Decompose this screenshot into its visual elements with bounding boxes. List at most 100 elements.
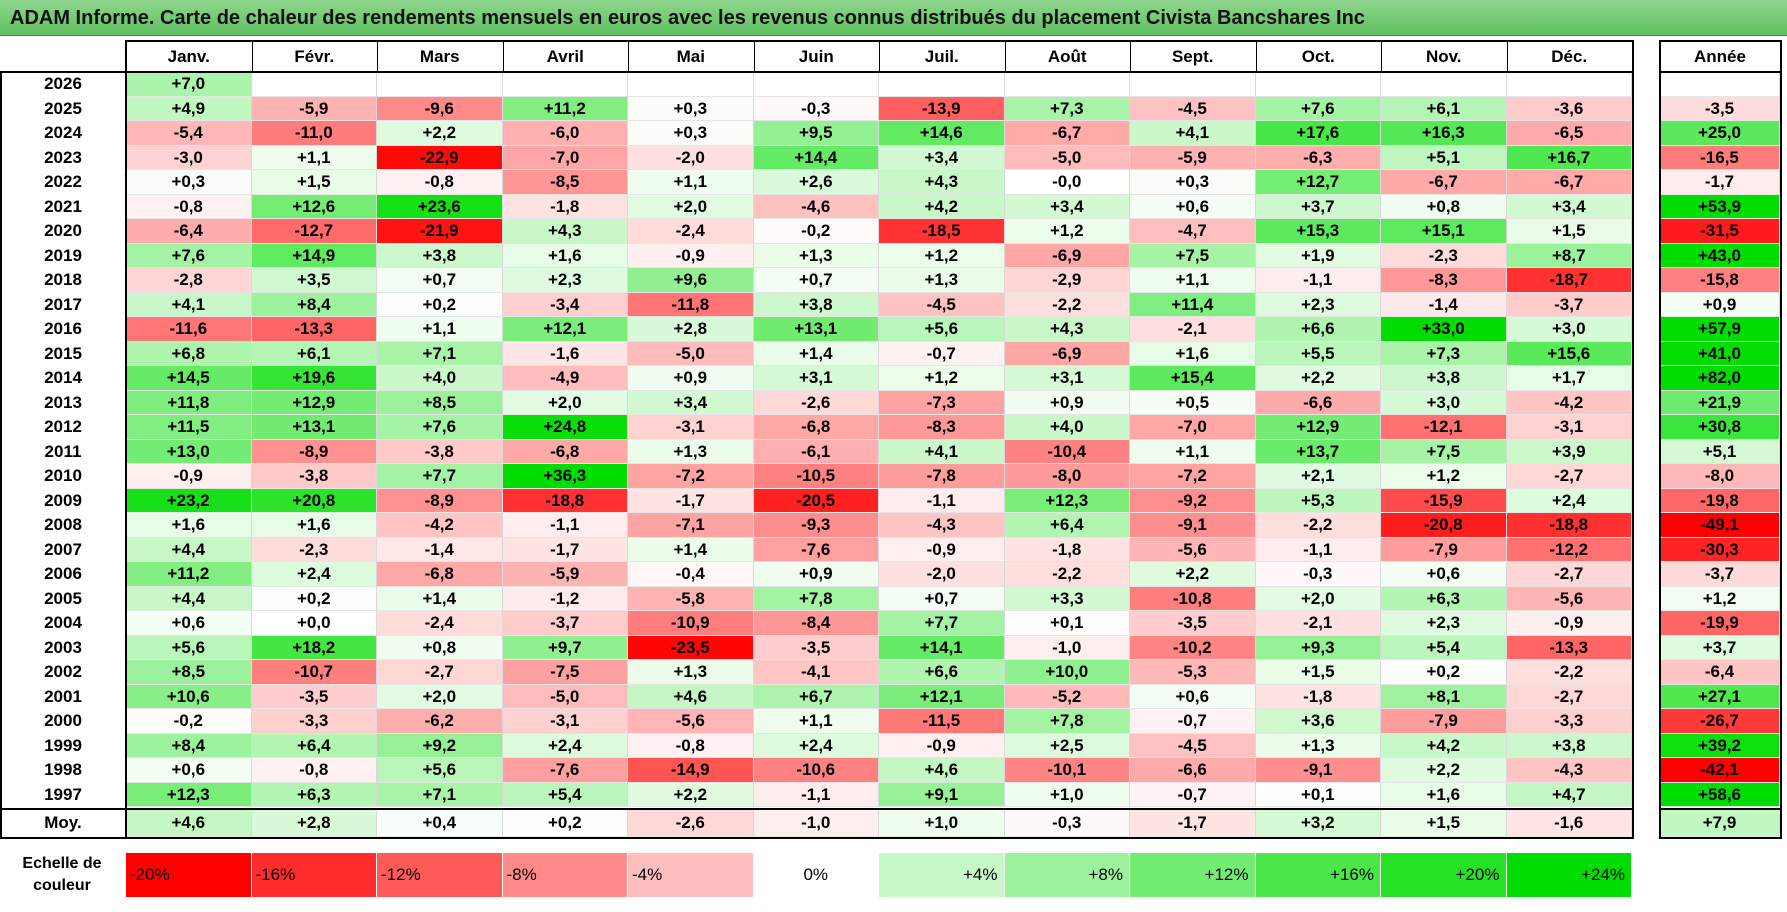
heatmap-cell: -3,4 — [502, 292, 628, 317]
heatmap-cell: +1,5 — [251, 170, 377, 195]
heatmap-cell: +4,2 — [879, 194, 1005, 219]
heatmap-cell: -18,8 — [1506, 513, 1632, 538]
annual-cell: -15,8 — [1660, 268, 1780, 293]
heatmap-cell: -7,8 — [879, 464, 1005, 489]
avg-cell: +1,5 — [1381, 809, 1507, 837]
heatmap-cell: +3,1 — [753, 366, 879, 391]
month-grid-frame — [125, 40, 1634, 839]
heatmap-cell: +6,3 — [251, 782, 377, 807]
heatmap-cell: -10,8 — [1130, 586, 1256, 611]
heatmap-cell: -8,5 — [502, 170, 628, 195]
heatmap-cell: +2,4 — [251, 562, 377, 587]
heatmap-cell: -2,9 — [1004, 268, 1130, 293]
heatmap-cell: +23,6 — [377, 194, 503, 219]
heatmap-cell: +5,6 — [126, 635, 252, 660]
annual-cell: -6,4 — [1660, 660, 1780, 685]
year-label: 2021 — [44, 196, 82, 216]
heatmap-cell: -6,6 — [1255, 390, 1381, 415]
heatmap-cell: -5,0 — [628, 341, 754, 366]
heatmap-cell: +3,8 — [377, 243, 503, 268]
heatmap-cell: +3,8 — [1506, 733, 1632, 758]
annual-cell: +0,9 — [1660, 292, 1780, 317]
heatmap-cell: -2,7 — [1506, 684, 1632, 709]
month-header: Avril — [546, 47, 584, 66]
heatmap-cell: +2,0 — [502, 390, 628, 415]
year-label: 2012 — [44, 417, 82, 436]
heatmap-cell: +11,8 — [126, 390, 252, 415]
heatmap-cell: -9,6 — [377, 96, 503, 121]
heatmap-cell: -0,9 — [628, 243, 754, 268]
header-divider — [1381, 41, 1382, 72]
color-scale-title-line1: Echelle de — [22, 855, 102, 872]
header-divider — [251, 41, 253, 72]
heatmap-cell: -5,6 — [628, 709, 754, 734]
heatmap-cell: -9,3 — [753, 513, 879, 538]
heatmap-cell — [879, 72, 1005, 97]
heatmap-cell: -3,5 — [251, 684, 377, 709]
heatmap-cell: +0,9 — [753, 562, 879, 587]
annual-cell: -8,0 — [1660, 464, 1780, 489]
heatmap-cell: +5,1 — [1381, 145, 1507, 170]
annual-cell: -19,9 — [1660, 611, 1780, 636]
heatmap-cell: -2,2 — [1004, 292, 1130, 317]
heatmap-cell: +1,4 — [377, 586, 503, 611]
heatmap-cell: -5,9 — [251, 96, 377, 121]
heatmap-cell: -10,1 — [1004, 758, 1130, 783]
year-label: 2002 — [44, 662, 82, 681]
heatmap-cell: -2,0 — [628, 145, 754, 170]
heatmap-cell: +13,7 — [1255, 439, 1381, 464]
color-scale-swatch: +16% — [1255, 853, 1381, 897]
year-label: 2017 — [44, 294, 82, 314]
heatmap-cell: -4,5 — [1130, 733, 1256, 758]
header-divider — [753, 41, 755, 72]
heatmap-cell: +0,3 — [1130, 170, 1256, 195]
heatmap-cell: -1,8 — [1255, 684, 1381, 709]
heatmap-cell — [251, 72, 377, 97]
heatmap-cell: -3,1 — [1506, 415, 1632, 440]
month-header: Oct. — [1301, 47, 1335, 66]
heatmap-cell: +5,5 — [1255, 341, 1381, 366]
annual-cell: +39,2 — [1660, 733, 1780, 758]
avg-top-line-annual — [1660, 808, 1780, 810]
heatmap-cell: +6,3 — [1381, 586, 1507, 611]
heatmap-cell: -4,9 — [502, 366, 628, 391]
heatmap-cell: +12,9 — [251, 390, 377, 415]
heatmap-cell: +13,0 — [126, 439, 252, 464]
header-divider — [628, 41, 629, 72]
heatmap-cell: +3,9 — [1506, 439, 1632, 464]
annual-cell: +21,9 — [1660, 390, 1780, 415]
heatmap-cell: +1,4 — [753, 341, 879, 366]
heatmap-cell: -7,9 — [1381, 709, 1507, 734]
heatmap-cell: +16,3 — [1381, 121, 1507, 146]
heatmap-cell: -4,5 — [1130, 96, 1256, 121]
annual-cell: -19,8 — [1660, 488, 1780, 513]
heatmap-cell: +0,3 — [126, 170, 252, 195]
heatmap-cell: +7,1 — [377, 782, 503, 807]
heatmap-cell: -3,7 — [502, 611, 628, 636]
heatmap-cell: -1,1 — [502, 513, 628, 538]
heatmap-cell: +2,6 — [753, 170, 879, 195]
heatmap-cell: -8,0 — [1004, 464, 1130, 489]
heatmap-cell: -1,0 — [1004, 635, 1130, 660]
heatmap-cell: -0,9 — [126, 464, 252, 489]
color-scale-swatch: 0% — [753, 853, 879, 897]
avg-cell: +1,0 — [879, 809, 1005, 837]
heatmap-cell: -3,5 — [753, 635, 879, 660]
heatmap-cell: -12,2 — [1506, 537, 1632, 562]
heatmap-cell: +4,1 — [1130, 121, 1256, 146]
heatmap-cell: -6,9 — [1004, 341, 1130, 366]
heatmap-cell: -18,8 — [502, 488, 628, 513]
header-divider — [502, 41, 504, 72]
annual-cell: +27,1 — [1660, 684, 1780, 709]
heatmap-cell: +3,6 — [1255, 709, 1381, 734]
heatmap-cell: +16,7 — [1506, 145, 1632, 170]
heatmap-cell: +3,3 — [1004, 586, 1130, 611]
heatmap-cell: -6,8 — [502, 439, 628, 464]
heatmap-cell: +8,5 — [377, 390, 503, 415]
heatmap-cell: -3,1 — [628, 415, 754, 440]
avg-cell: +4,6 — [126, 809, 252, 837]
heatmap-cell: +2,2 — [1381, 758, 1507, 783]
heatmap-cell: +2,1 — [1255, 464, 1381, 489]
heatmap-cell: +11,2 — [502, 96, 628, 121]
heatmap-cell: +1,3 — [628, 660, 754, 685]
